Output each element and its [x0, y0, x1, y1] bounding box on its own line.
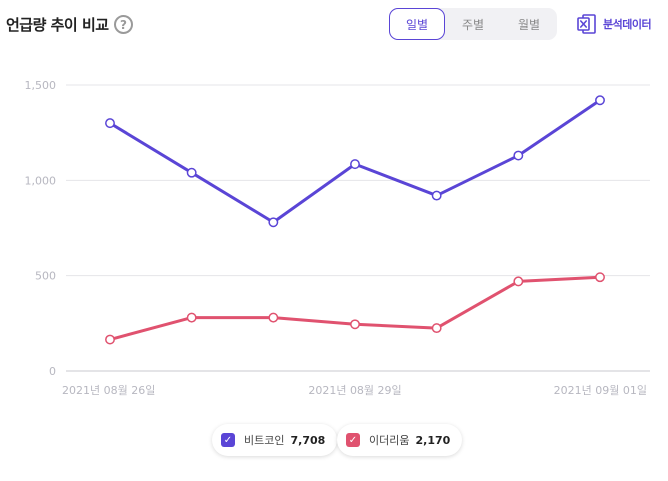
data-point	[105, 334, 115, 345]
x-tick-label: 2021년 08월 26일	[62, 383, 155, 397]
data-point	[595, 95, 605, 106]
data-point	[350, 319, 360, 330]
data-point	[105, 118, 115, 129]
y-tick-label: 0	[49, 365, 56, 378]
data-point	[186, 312, 197, 323]
check-icon: ✓	[221, 433, 235, 447]
data-point	[186, 167, 197, 178]
data-point	[513, 150, 524, 161]
y-tick-label: 1,000	[25, 174, 57, 187]
x-tick-label: 2021년 09월 01일	[554, 383, 647, 397]
legend-item-bitcoin[interactable]: ✓ 비트코인 7,708	[212, 424, 338, 456]
data-point	[268, 217, 279, 228]
y-tick-label: 1,500	[25, 79, 57, 92]
chart-header: 언급량 추이 비교 ? 일별 주별 월별 분석데이터	[0, 0, 668, 50]
period-toggle: 일별 주별 월별	[389, 8, 557, 40]
legend-series-total: 2,170	[415, 433, 451, 447]
mention-trend-chart: 0 500 1,000 1,500 2021년 08월 26일 2021년 08월 29일…	[25, 79, 650, 397]
help-icon[interactable]: ?	[114, 15, 133, 34]
x-tick-label: 2021년 08월 29일	[308, 383, 401, 397]
data-point	[431, 190, 442, 201]
period-monthly-button[interactable]: 월별	[517, 17, 541, 32]
chart-legend: ✓ 비트코인 7,708 ✓ 이더리움 2,170	[0, 424, 668, 456]
check-icon: ✓	[346, 433, 360, 447]
y-tick-label: 500	[35, 270, 56, 283]
data-point	[350, 159, 360, 170]
data-point	[431, 323, 442, 334]
period-weekly-button[interactable]: 주별	[461, 17, 485, 32]
legend-series-total: 7,708	[290, 433, 326, 447]
analysis-data-label: 분석데이터	[603, 18, 652, 31]
legend-series-name: 이더리움	[369, 434, 410, 447]
data-point	[268, 312, 279, 323]
legend-series-name: 비트코인	[244, 434, 285, 447]
page-title: 언급량 추이 비교	[6, 16, 109, 34]
legend-item-ethereum[interactable]: ✓ 이더리움 2,170	[337, 424, 463, 456]
data-point	[513, 276, 524, 287]
period-daily-button[interactable]: 일별	[389, 8, 445, 40]
data-point	[595, 272, 605, 283]
excel-icon	[577, 14, 596, 34]
series-line-1	[108, 275, 602, 342]
analysis-data-button[interactable]: 분석데이터	[577, 12, 652, 36]
